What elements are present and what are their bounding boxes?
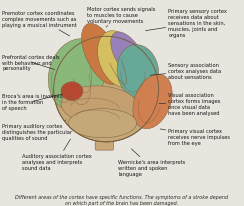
Ellipse shape [68,109,137,138]
Ellipse shape [48,40,105,111]
Text: Primary auditory cortex
distinguishes the particular
qualities of sound: Primary auditory cortex distinguishes th… [2,121,72,140]
FancyBboxPatch shape [95,130,113,150]
Ellipse shape [81,24,121,85]
Text: Primary visual cortex
receives nerve impulses
from the eye: Primary visual cortex receives nerve imp… [160,129,230,145]
Text: Wernicke's area interprets
written and spoken
language: Wernicke's area interprets written and s… [118,149,186,176]
Ellipse shape [98,32,139,88]
Text: Sensory association
cortex analyses data
about sensations: Sensory association cortex analyses data… [150,63,222,79]
Text: Visual association
cortex forms images
once visual data
have been analysed: Visual association cortex forms images o… [159,93,221,115]
Ellipse shape [117,45,159,99]
Text: Broca's area is involved
in the formation
of speech: Broca's area is involved in the formatio… [2,94,63,110]
Ellipse shape [61,82,83,101]
Text: Auditory association cortex
analyses and interprets
sound data: Auditory association cortex analyses and… [22,139,92,170]
Text: Premotor cortex coordinates
complex movements such as
playing a musical instrume: Premotor cortex coordinates complex move… [2,11,77,37]
Text: Prefrontal cortex deals
with behaviour and
personality: Prefrontal cortex deals with behaviour a… [2,55,60,71]
Ellipse shape [133,75,172,129]
Ellipse shape [111,33,145,78]
Ellipse shape [61,86,139,126]
Text: Different areas of the cortex have specific functions. The symptoms of a stroke : Different areas of the cortex have speci… [15,194,229,205]
Text: Motor cortex sends signals
to muscles to cause
voluntary movements: Motor cortex sends signals to muscles to… [87,7,155,28]
Text: Primary sensory cortex
receives data about
sensations in the skin,
muscles, join: Primary sensory cortex receives data abo… [145,9,227,37]
Ellipse shape [54,37,159,142]
